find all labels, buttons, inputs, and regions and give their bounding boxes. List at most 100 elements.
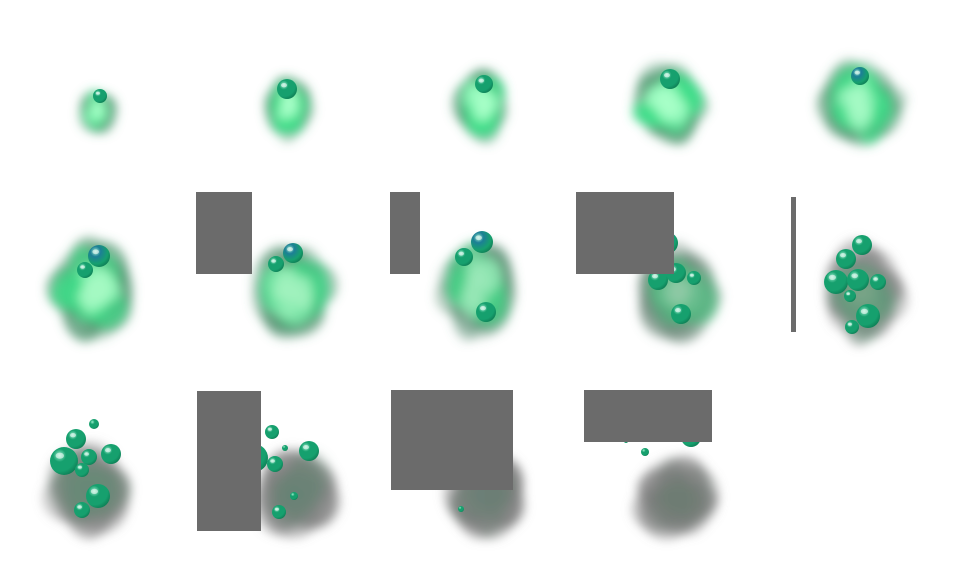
particle-sphere: [851, 67, 869, 85]
particle-sphere: [267, 456, 283, 472]
sphere-specular-highlight: [287, 247, 293, 252]
sphere-specular-highlight: [480, 306, 486, 311]
sphere-specular-highlight: [860, 308, 868, 314]
particle-sphere: [687, 271, 701, 285]
sphere-specular-highlight: [92, 249, 99, 255]
particle-sphere: [282, 445, 288, 451]
render-canvas: [263, 75, 315, 143]
sphere-specular-highlight: [303, 445, 309, 450]
particle-sphere: [844, 290, 856, 302]
panel-row1-col4: [576, 0, 768, 192]
sphere-specular-highlight: [475, 235, 482, 241]
sphere-specular-highlight: [828, 274, 836, 280]
occlusion-rectangle: [791, 197, 796, 332]
particle-sphere: [101, 444, 121, 464]
sphere-specular-highlight: [652, 274, 658, 279]
render-canvas: [815, 58, 908, 147]
sphere-specular-highlight: [281, 83, 287, 88]
particle-sphere: [671, 304, 691, 324]
panel-row2-col2: [192, 192, 384, 384]
sphere-specular-highlight: [270, 459, 275, 463]
panel-row3-col2: [192, 384, 384, 576]
panel-row2-col1: [0, 192, 192, 384]
particle-sphere: [660, 69, 680, 89]
sphere-specular-highlight: [105, 448, 111, 453]
render-canvas: [251, 243, 338, 340]
particle-sphere: [86, 484, 110, 508]
particle-sphere: [75, 463, 89, 477]
panel-row1-col1: [0, 0, 192, 192]
particle-sphere: [93, 89, 107, 103]
particle-sphere: [458, 506, 464, 512]
particle-sphere: [856, 304, 880, 328]
occlusion-rectangle: [197, 391, 261, 531]
render-canvas: [768, 384, 960, 576]
particle-sphere: [268, 256, 284, 272]
sphere-specular-highlight: [80, 265, 85, 269]
sphere-specular-highlight: [478, 78, 484, 83]
particle-sphere: [870, 274, 886, 290]
panel-row2-col4: [576, 192, 768, 384]
occlusion-rectangle: [391, 390, 513, 490]
particle-sphere: [852, 235, 872, 255]
render-canvas: [434, 231, 516, 342]
sphere-specular-highlight: [664, 73, 670, 78]
blob-cloud: [815, 58, 908, 147]
panel-row3-col1: [0, 384, 192, 576]
particle-sphere: [299, 441, 319, 461]
sphere-specular-highlight: [77, 505, 82, 509]
blob-cloud: [631, 455, 719, 540]
particle-sphere: [50, 447, 78, 475]
particle-sphere: [845, 320, 859, 334]
sphere-specular-highlight: [95, 91, 100, 95]
particle-sphere: [66, 429, 86, 449]
panel-row1-col2: [192, 0, 384, 192]
sphere-specular-highlight: [846, 292, 850, 295]
blob-cloud: [78, 90, 118, 135]
particle-sphere: [272, 505, 286, 519]
render-canvas: [78, 89, 118, 135]
particle-sphere: [283, 243, 303, 263]
sphere-specular-highlight: [70, 433, 76, 438]
particle-sphere: [471, 231, 493, 253]
occlusion-rectangle: [390, 192, 420, 274]
sphere-specular-highlight: [851, 273, 858, 279]
particle-sphere: [475, 75, 493, 93]
particle-sphere: [641, 448, 649, 456]
particle-sphere: [89, 419, 99, 429]
sphere-specular-highlight: [458, 251, 464, 256]
sphere-specular-highlight: [856, 239, 862, 244]
particle-sphere: [265, 425, 279, 439]
sphere-specular-highlight: [847, 322, 852, 326]
sphere-specular-highlight: [77, 465, 82, 469]
particle-sphere: [81, 449, 97, 465]
render-canvas: [824, 235, 909, 347]
sphere-specular-highlight: [267, 427, 272, 431]
particle-sphere: [277, 79, 297, 99]
occlusion-rectangle: [584, 390, 712, 442]
sphere-specular-highlight: [873, 277, 878, 281]
particle-sphere: [455, 248, 473, 266]
particle-sphere: [88, 245, 110, 267]
render-canvas: [624, 427, 719, 540]
sphere-specular-highlight: [90, 488, 98, 494]
particle-sphere: [836, 249, 856, 269]
blob-cloud: [434, 240, 516, 342]
particle-sphere: [824, 270, 848, 294]
occlusion-rectangle: [196, 192, 252, 274]
sphere-specular-highlight: [55, 452, 64, 459]
render-canvas: [637, 232, 723, 344]
particle-sphere: [847, 269, 869, 291]
sphere-specular-highlight: [84, 452, 89, 456]
particle-sphere: [290, 492, 298, 500]
panel-row1-col5: [768, 0, 960, 192]
panel-row1-col3: [384, 0, 576, 192]
panel-row3-col4: [576, 384, 768, 576]
particle-sphere: [77, 262, 93, 278]
render-canvas: [631, 62, 710, 147]
particle-sphere: [74, 502, 90, 518]
panel-row3-col5: [768, 384, 960, 576]
sphere-specular-highlight: [854, 70, 860, 75]
panel-row3-col3: [384, 384, 576, 576]
